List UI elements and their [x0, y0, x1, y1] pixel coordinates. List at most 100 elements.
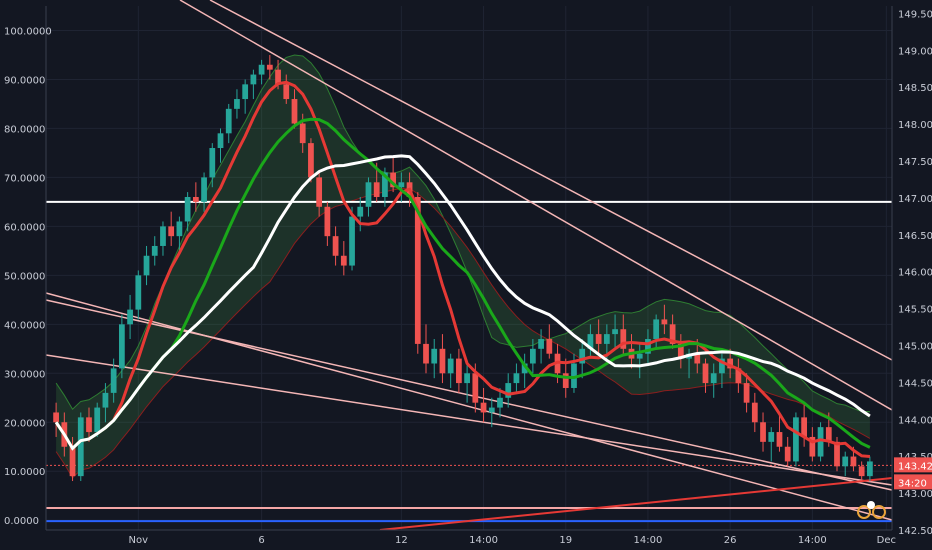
right-tick-label: 149.000 — [898, 46, 932, 57]
candle-body — [727, 358, 734, 369]
candle-body — [562, 373, 569, 388]
left-tick-label: 10.0000 — [4, 467, 45, 478]
right-tick-label: 144.000 — [898, 415, 932, 426]
candle-body — [431, 348, 438, 364]
candle-body — [538, 339, 544, 349]
left-tick-label: 30.0000 — [4, 369, 45, 380]
candle-body — [719, 358, 725, 374]
trend-line — [209, 0, 893, 361]
ichimoku-cloud — [55, 54, 871, 479]
candle-body — [456, 358, 462, 384]
right-tick-label: 146.000 — [898, 268, 932, 279]
right-tick-label: 148.000 — [898, 120, 932, 131]
candle-body — [776, 432, 783, 447]
candle-body — [53, 412, 59, 423]
ma-red — [54, 80, 871, 459]
candle-body — [332, 236, 339, 256]
candle-body — [472, 373, 479, 403]
candle-body — [349, 216, 355, 266]
candle-body — [521, 363, 528, 374]
candle-body — [743, 383, 750, 403]
x-tick-label: 14:00 — [798, 535, 827, 546]
candle-body — [209, 148, 216, 178]
flag-badge-icon — [857, 505, 871, 519]
candle-body — [677, 343, 684, 359]
candle-body — [464, 373, 470, 384]
right-tick-label: 145.500 — [898, 305, 932, 316]
left-tick-label: 50.0000 — [4, 271, 45, 282]
candle-body — [77, 417, 84, 477]
chart-badges[interactable] — [857, 501, 886, 519]
x-tick-label: Dec — [877, 535, 896, 546]
left-tick-label: 60.0000 — [4, 222, 45, 233]
candle-body — [809, 436, 816, 457]
candle-body — [513, 373, 520, 384]
candle-body — [579, 348, 586, 364]
candle-body — [529, 348, 536, 364]
candle-body — [217, 133, 224, 149]
bottom-axis-bg — [0, 530, 932, 550]
candle-body — [858, 466, 865, 477]
candle-body — [365, 182, 372, 207]
candle-body — [661, 319, 668, 325]
candle-body — [86, 417, 92, 433]
red-trend-line — [379, 477, 893, 531]
left-tick-label: 20.0000 — [4, 418, 45, 429]
candle-body — [867, 461, 873, 477]
ma-white — [54, 154, 871, 451]
moving-averages — [54, 80, 871, 459]
candle-body — [192, 196, 199, 202]
candle-body — [110, 368, 117, 393]
candle-body — [497, 397, 503, 408]
candle-body — [250, 74, 257, 85]
candle-body — [439, 348, 446, 374]
candle-body — [817, 427, 824, 457]
x-tick-label: 19 — [559, 535, 572, 546]
candle-body — [69, 446, 76, 477]
candle-body — [760, 422, 766, 442]
candle-body — [390, 172, 397, 188]
left-tick-label: 90.0000 — [4, 75, 45, 86]
candle-body — [168, 226, 175, 237]
candle-body — [291, 99, 298, 124]
candle-body — [612, 329, 618, 335]
right-tick-label: 143.000 — [898, 489, 932, 500]
candles — [53, 54, 873, 482]
candle-body — [587, 334, 594, 349]
candle-body — [571, 363, 577, 388]
left-tick-label: 40.0000 — [4, 320, 45, 331]
trend-line — [45, 354, 893, 486]
candle-body — [118, 324, 125, 369]
candle-body — [653, 319, 660, 340]
x-tick-label: 6 — [258, 535, 264, 546]
candle-body — [160, 226, 166, 246]
candle-body — [382, 172, 388, 197]
left-tick-label: 70.0000 — [4, 173, 45, 184]
candle-body — [324, 206, 331, 237]
candle-body — [735, 368, 742, 384]
left-tick-label: 100.0000 — [4, 26, 52, 37]
candle-body — [546, 339, 553, 354]
x-tick-label: Nov — [129, 535, 149, 546]
price-tags: 143.420 34:20 — [894, 457, 932, 490]
candle-body — [480, 402, 487, 413]
cloud-span-b — [55, 187, 871, 479]
candle-body — [603, 334, 610, 344]
candle-body — [645, 339, 651, 354]
candle-body — [620, 329, 627, 349]
candle-body — [176, 221, 183, 237]
candle-body — [842, 456, 849, 467]
candle-body — [784, 446, 791, 462]
candle-body — [340, 255, 347, 266]
candle-body — [768, 432, 775, 442]
left-axis-bg — [0, 0, 46, 550]
candle-body — [423, 343, 429, 364]
candle-body — [850, 456, 857, 467]
right-tick-label: 148.500 — [898, 83, 932, 94]
candle-body — [299, 123, 306, 144]
candle-body — [702, 363, 709, 384]
candle-body — [825, 427, 832, 442]
candle-body — [234, 99, 240, 109]
candle-body — [357, 206, 364, 217]
